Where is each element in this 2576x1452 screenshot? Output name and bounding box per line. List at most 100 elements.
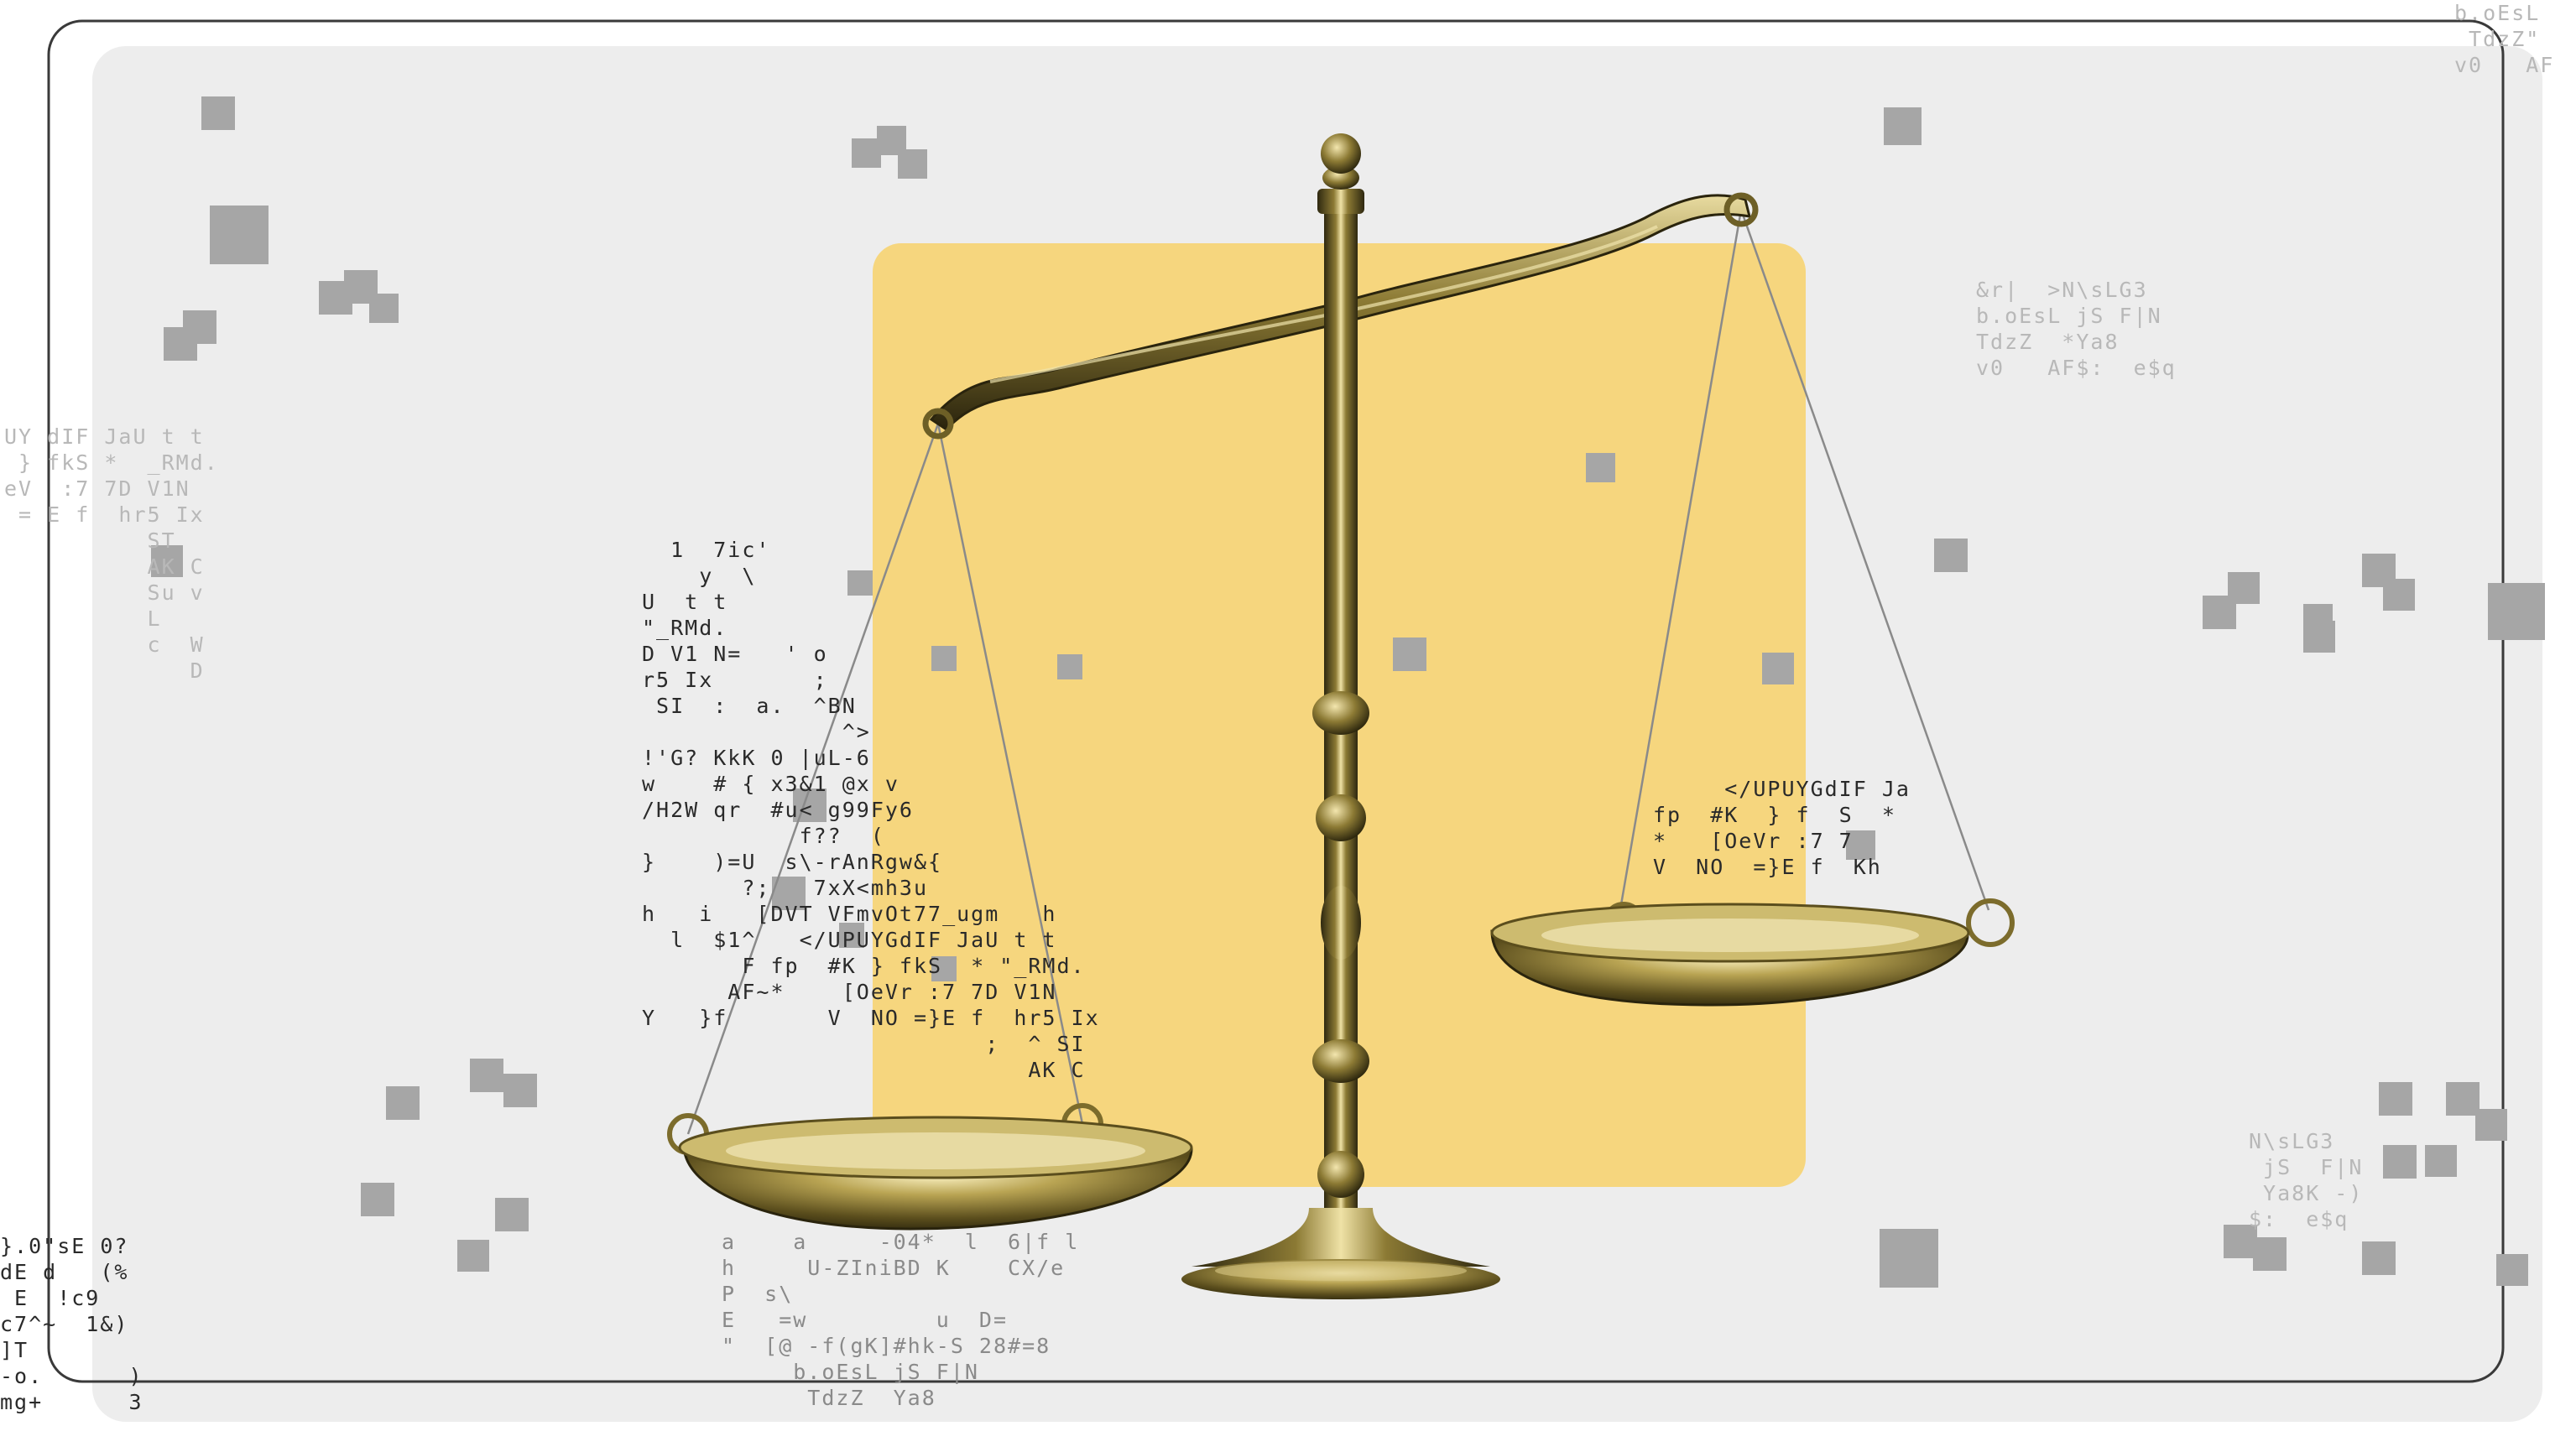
pixel-square [2475, 1109, 2507, 1141]
pixel-square [151, 545, 183, 577]
glyph-line: fp #K } f S * [1653, 803, 1896, 827]
pixel-square [2425, 1145, 2457, 1177]
glyph-line: y \ [642, 564, 757, 588]
pixel-square [2224, 1225, 2257, 1258]
glyph-line: TdzZ" [2454, 27, 2541, 51]
pixel-square [847, 570, 873, 596]
glyph-line: D [4, 658, 205, 683]
glyph-line: jS F|N [2249, 1155, 2364, 1179]
pixel-square [852, 138, 881, 168]
glyph-cluster-left-pan: 1 7ic' y \ U t t "_RMd. D V1 N= ' o r5 Ix ; … [642, 537, 1100, 1083]
glyph-line: h i [DVT VFmvOt77_ugm h [642, 902, 1057, 926]
pixel-square [2383, 579, 2415, 611]
pixel-square [1393, 638, 1426, 671]
glyph-line: </UPUYGdIF Ja [1653, 777, 1911, 801]
glyph-line: L [4, 606, 162, 631]
pixel-square [1057, 654, 1082, 679]
glyph-line: c7^~ 1&) [0, 1312, 129, 1336]
glyph-line: AF~* [OeVr :7 7D V1N [642, 980, 1057, 1004]
pixel-square [793, 788, 827, 822]
pixel-square [210, 206, 269, 264]
glyph-line: UY dIF JaU t t [4, 424, 205, 449]
glyph-cluster-top-right: b.oEsL TdzZ" v0 AF [2454, 0, 2554, 78]
scale-column [1181, 133, 1500, 1299]
glyph-line: Y }f V NO =}E f hr5 Ix [642, 1006, 1100, 1030]
pixel-square [369, 294, 399, 323]
glyph-line: TdzZ Ya8 [722, 1386, 936, 1410]
glyph-line: b.oEsL jS F|N [1976, 304, 2162, 328]
pixel-square [503, 1074, 537, 1107]
pixel-square [495, 1198, 529, 1231]
glyph-line: AK C [642, 1058, 1086, 1082]
glyph-line: AK C [4, 554, 205, 579]
glyph-line: h U-ZIniBD K CX/e [722, 1256, 1066, 1280]
scale-strings [686, 209, 1990, 1135]
glyph-line: &r| >N\sLG3 [1976, 278, 2148, 302]
glyph-line: E =w u D= [722, 1308, 1009, 1332]
glyph-line: l $1^ </UPUYGdIF JaU t t [642, 928, 1057, 952]
pixel-square [2253, 1237, 2287, 1271]
pixel-square [2488, 583, 2545, 640]
glyph-line: = E f hr5 Ix [4, 502, 205, 527]
glyph-line: !'G? KkK 0 |uL-6 [642, 746, 871, 770]
glyph-line: TdzZ *Ya8 [1976, 330, 2120, 354]
glyph-line: b.oEsL [2454, 1, 2541, 25]
pixel-square [931, 646, 957, 671]
left-pan [667, 1103, 1193, 1231]
glyph-line: * [OeVr :7 7 [1653, 829, 1854, 853]
glyph-line: D V1 N= ' o [642, 642, 828, 666]
glyph-line: F fp #K } fkS * "_RMd. [642, 954, 1086, 978]
pixel-squares [151, 96, 2545, 1288]
glyph-line: $: e$q [2249, 1207, 2349, 1231]
glyph-line: N\sLG3 [2249, 1129, 2335, 1153]
pixel-square [2496, 1254, 2528, 1286]
pixel-square [1846, 830, 1875, 860]
glyph-line: ^> [642, 720, 871, 744]
pixel-square [2379, 1082, 2412, 1116]
pixel-square [1884, 107, 1922, 145]
glyph-line: w # { x3&1 @x v [642, 772, 900, 796]
glyph-line: c W [4, 632, 205, 657]
pixel-square [2362, 1241, 2396, 1275]
pixel-square [1586, 453, 1615, 482]
glyph-line: }.0"sE 0? [0, 1234, 129, 1258]
pixel-square [839, 923, 864, 948]
glyph-line: ; ^ SI [642, 1032, 1086, 1056]
glyph-line: /H2W qr #u< g99Fy6 [642, 798, 914, 822]
glyph-cluster-left-edge: }.0"sE 0? dE d (% E !c9 c7^~ 1&)]T -o. ) mg+… [0, 1233, 143, 1415]
glyph-line: " [@ -f(gK]#hk-S 28#=8 [722, 1334, 1051, 1358]
glyph-line: v0 AF$: e$q [1976, 356, 2177, 380]
glyph-line: E !c9 [0, 1286, 101, 1310]
glyph-line: ST [4, 528, 176, 553]
pixel-square [386, 1086, 420, 1120]
panel-outline [47, 19, 2505, 1383]
glyph-line: Ya8K -) [2249, 1181, 2364, 1205]
glyph-cluster-right-lower: N\sLG3 jS F|N Ya8K -) $: e$q [2249, 1128, 2363, 1232]
pixel-square [898, 149, 927, 179]
glyph-line: -o. ) [0, 1364, 143, 1388]
pixel-square [201, 96, 235, 130]
glyph-line: V NO =}E f Kh [1653, 855, 1882, 879]
pixel-square [2446, 1082, 2480, 1116]
pixel-square [361, 1183, 394, 1216]
glyph-line: Su v [4, 580, 205, 605]
pixel-square [2303, 621, 2335, 653]
glyph-line: v0 AF [2454, 53, 2555, 77]
glyph-line: f?? ( [642, 824, 885, 848]
glyph-cluster-right-upper: &r| >N\sLG3 b.oEsL jS F|N TdzZ *Ya8 v0 AF$:… [1976, 277, 2177, 381]
glyph-line: eV :7 7D V1N [4, 476, 190, 501]
glyph-cluster-left-mid: UY dIF JaU t t } fkS * _RMd. eV :7 7D V1N… [4, 424, 219, 684]
pixel-square [931, 956, 957, 981]
glyph-line: mg+ 3 [0, 1390, 143, 1414]
glyph-line: ]T [0, 1338, 29, 1362]
right-pan [1490, 898, 2015, 1007]
glyph-line: } )=U s\-rAnRgw&{ [642, 850, 943, 874]
glyph-line: b.oEsL jS F|N [722, 1360, 979, 1384]
pixel-square [1934, 539, 1968, 572]
pixel-square [470, 1059, 503, 1092]
glyph-line: dE d (% [0, 1260, 129, 1284]
